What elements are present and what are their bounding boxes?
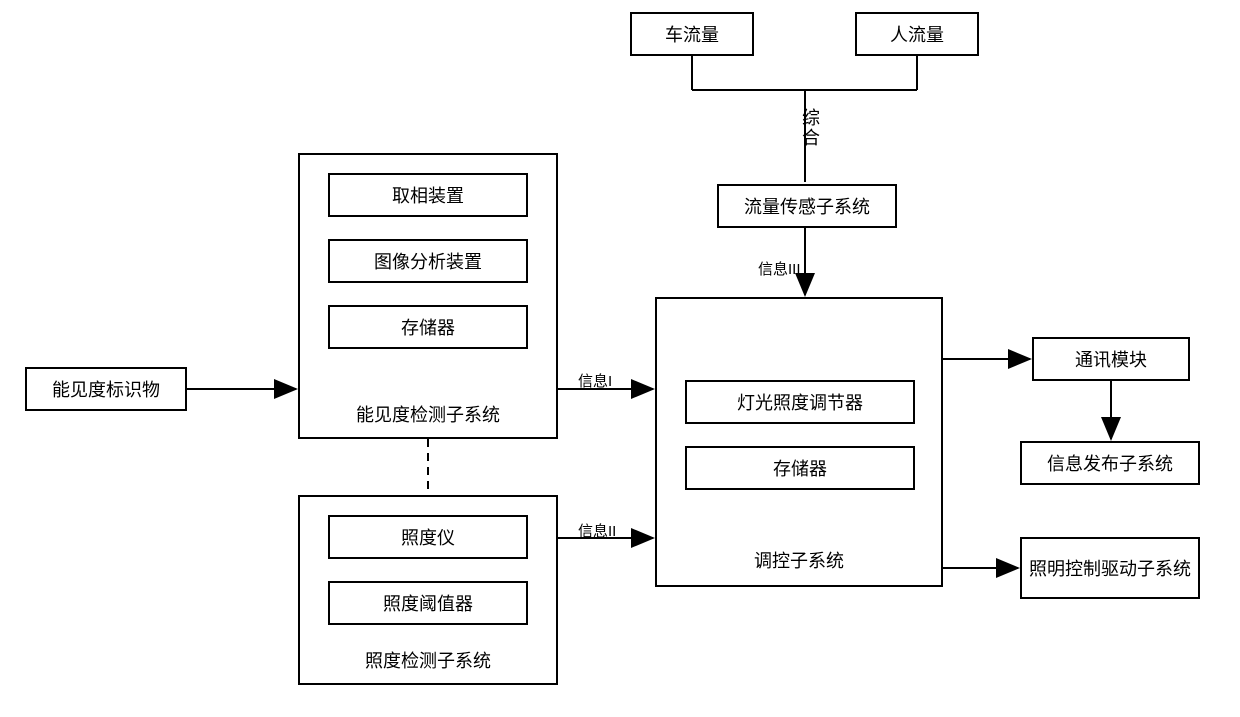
inner-illumination-threshold: 照度阈值器 <box>328 581 528 625</box>
inner-storage-2: 存储器 <box>685 446 915 490</box>
inner-label: 照度仪 <box>401 524 455 550</box>
node-flow-sensor-subsystem: 流量传感子系统 <box>717 184 897 228</box>
node-pedestrian-flow: 人流量 <box>855 12 979 56</box>
node-label: 信息发布子系统 <box>1047 450 1173 476</box>
inner-label: 图像分析装置 <box>374 248 482 274</box>
container-label-illumination-detection: 照度检测子系统 <box>300 647 556 673</box>
edge-label-integrate: 综合 <box>797 108 823 148</box>
node-traffic-flow: 车流量 <box>630 12 754 56</box>
container-label-regulation-subsystem: 调控子系统 <box>657 547 941 573</box>
edge-label-info3: 信息III <box>758 258 801 279</box>
inner-illuminometer: 照度仪 <box>328 515 528 559</box>
inner-storage-1: 存储器 <box>328 305 528 349</box>
node-label: 人流量 <box>890 21 944 47</box>
inner-label: 存储器 <box>773 455 827 481</box>
node-visibility-marker: 能见度标识物 <box>25 367 187 411</box>
node-label: 流量传感子系统 <box>744 193 870 219</box>
node-label: 能见度标识物 <box>52 376 160 402</box>
inner-label: 取相装置 <box>392 182 464 208</box>
inner-image-capture-device: 取相装置 <box>328 173 528 217</box>
node-info-publish-subsystem: 信息发布子系统 <box>1020 441 1200 485</box>
node-label: 通讯模块 <box>1075 346 1147 372</box>
inner-label: 灯光照度调节器 <box>737 389 863 415</box>
inner-image-analysis-device: 图像分析装置 <box>328 239 528 283</box>
node-comm-module: 通讯模块 <box>1032 337 1190 381</box>
edge-label-info2: 信息II <box>578 520 616 541</box>
edge-label-info1: 信息I <box>578 370 612 391</box>
node-label: 照明控制驱动子系统 <box>1029 555 1191 581</box>
inner-light-illumination-regulator: 灯光照度调节器 <box>685 380 915 424</box>
inner-label: 存储器 <box>401 314 455 340</box>
node-label: 车流量 <box>665 21 719 47</box>
container-label-visibility-detection: 能见度检测子系统 <box>300 401 556 427</box>
container-regulation-subsystem: 调控子系统 <box>655 297 943 587</box>
node-lighting-control-driver-subsystem: 照明控制驱动子系统 <box>1020 537 1200 599</box>
inner-label: 照度阈值器 <box>383 590 473 616</box>
